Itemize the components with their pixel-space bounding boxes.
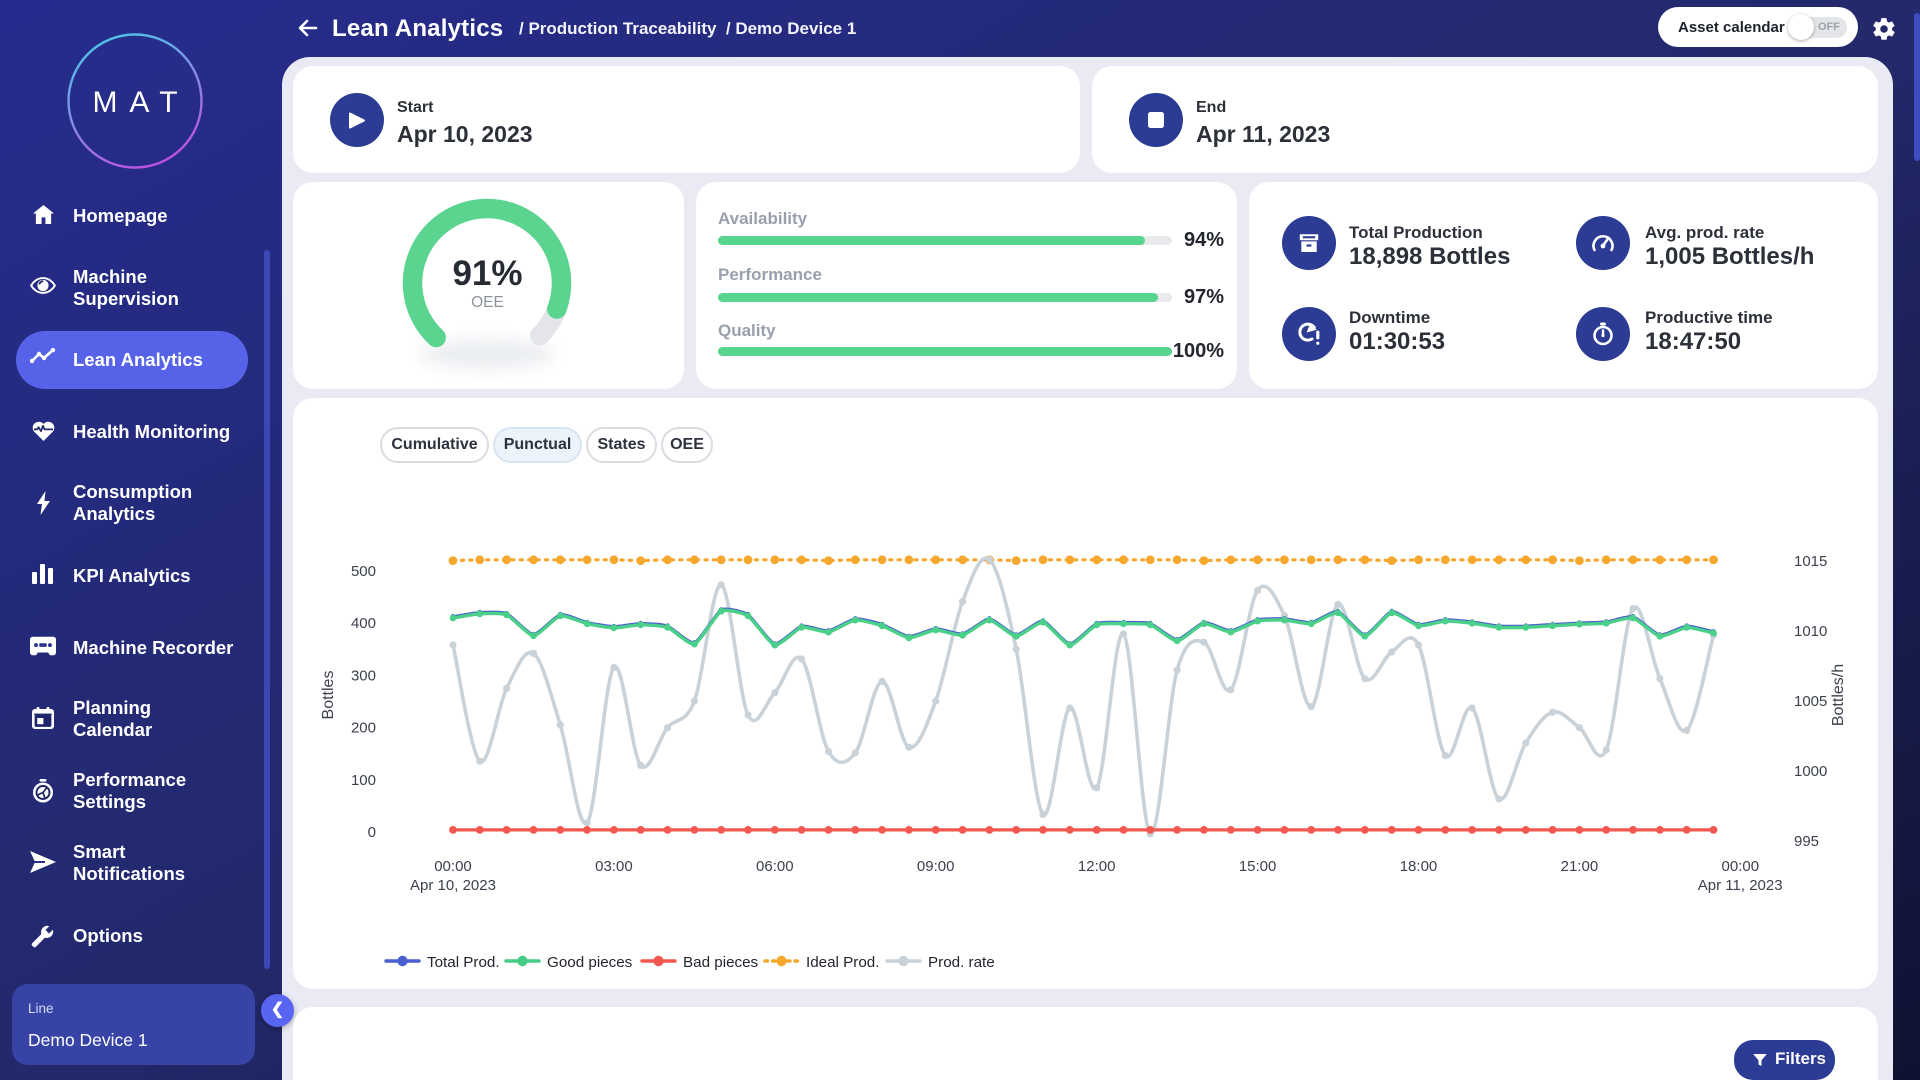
svg-text:18:00: 18:00 [1400, 858, 1438, 875]
svg-text:03:00: 03:00 [595, 858, 633, 875]
svg-text:06:00: 06:00 [756, 858, 794, 875]
svg-text:15:00: 15:00 [1239, 858, 1277, 875]
svg-text:Apr 11, 2023: Apr 11, 2023 [1698, 877, 1783, 894]
svg-text:Good pieces: Good pieces [547, 954, 633, 971]
svg-text:Ideal Prod.: Ideal Prod. [806, 954, 879, 971]
svg-text:0: 0 [368, 824, 376, 841]
svg-text:00:00: 00:00 [1722, 858, 1760, 875]
svg-text:Bad pieces: Bad pieces [683, 954, 759, 971]
svg-text:1005: 1005 [1794, 693, 1827, 710]
svg-text:500: 500 [351, 563, 376, 580]
svg-text:400: 400 [351, 615, 376, 632]
svg-text:00:00: 00:00 [434, 858, 472, 875]
svg-text:Bottles/h: Bottles/h [1830, 664, 1847, 726]
svg-text:09:00: 09:00 [917, 858, 955, 875]
svg-text:200: 200 [351, 720, 376, 737]
svg-text:1015: 1015 [1794, 553, 1827, 570]
svg-text:100: 100 [351, 772, 376, 789]
svg-text:12:00: 12:00 [1078, 858, 1116, 875]
svg-text:300: 300 [351, 667, 376, 684]
svg-text:995: 995 [1794, 833, 1819, 850]
svg-text:Apr 10, 2023: Apr 10, 2023 [410, 877, 496, 894]
svg-text:21:00: 21:00 [1561, 858, 1599, 875]
svg-text:Prod. rate: Prod. rate [928, 954, 995, 971]
svg-text:Bottles: Bottles [320, 671, 337, 720]
svg-text:Total Prod.: Total Prod. [427, 954, 500, 971]
svg-text:1010: 1010 [1794, 623, 1827, 640]
svg-text:1000: 1000 [1794, 763, 1827, 780]
